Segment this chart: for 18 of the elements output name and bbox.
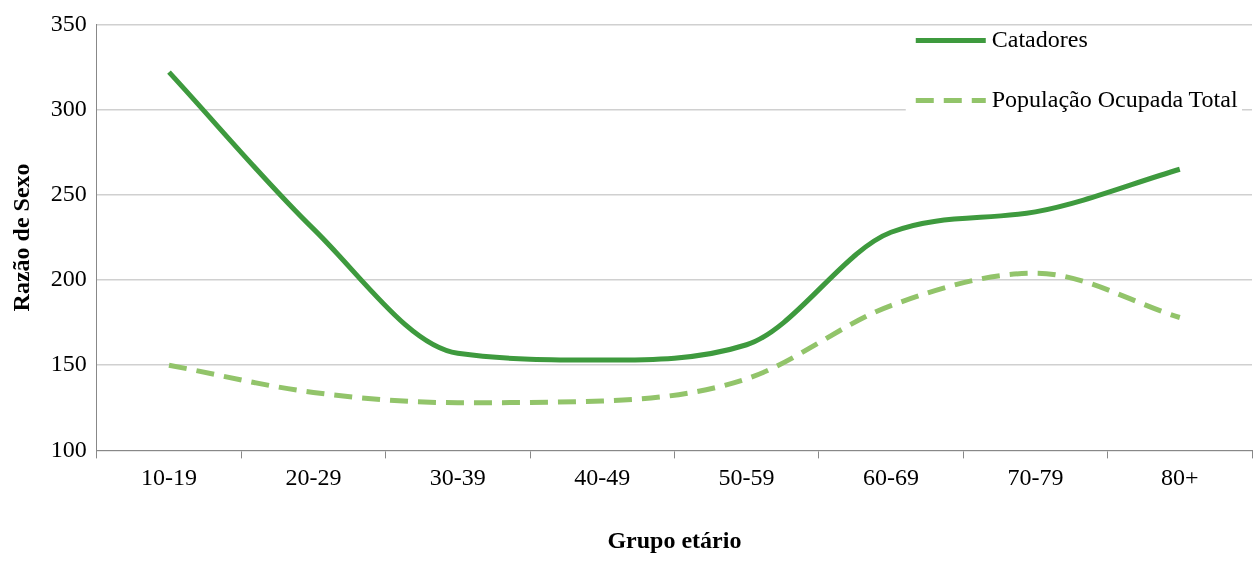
x-tick-label: 10-19 bbox=[141, 464, 197, 491]
y-tick-label: 350 bbox=[50, 9, 87, 36]
x-tick-label: 70-79 bbox=[1007, 464, 1064, 491]
x-tick-label: 50-59 bbox=[718, 464, 775, 491]
legend-label: Catadores bbox=[991, 25, 1088, 52]
y-axis-title: Razão de Sexo bbox=[7, 163, 34, 312]
x-tick-label: 20-29 bbox=[285, 464, 342, 491]
y-tick-label: 200 bbox=[50, 265, 87, 292]
y-tick-label: 300 bbox=[50, 94, 87, 121]
y-tick-label: 150 bbox=[50, 350, 87, 377]
y-tick-label: 250 bbox=[50, 180, 87, 207]
x-tick-label: 30-39 bbox=[429, 464, 486, 491]
y-tick-label: 100 bbox=[50, 435, 87, 462]
x-tick-label: 80+ bbox=[1161, 464, 1199, 491]
x-axis-title: Grupo etário bbox=[607, 526, 742, 553]
x-tick-label: 60-69 bbox=[863, 464, 919, 491]
legend-label: População Ocupada Total bbox=[991, 85, 1238, 112]
x-tick-label: 40-49 bbox=[574, 464, 631, 491]
